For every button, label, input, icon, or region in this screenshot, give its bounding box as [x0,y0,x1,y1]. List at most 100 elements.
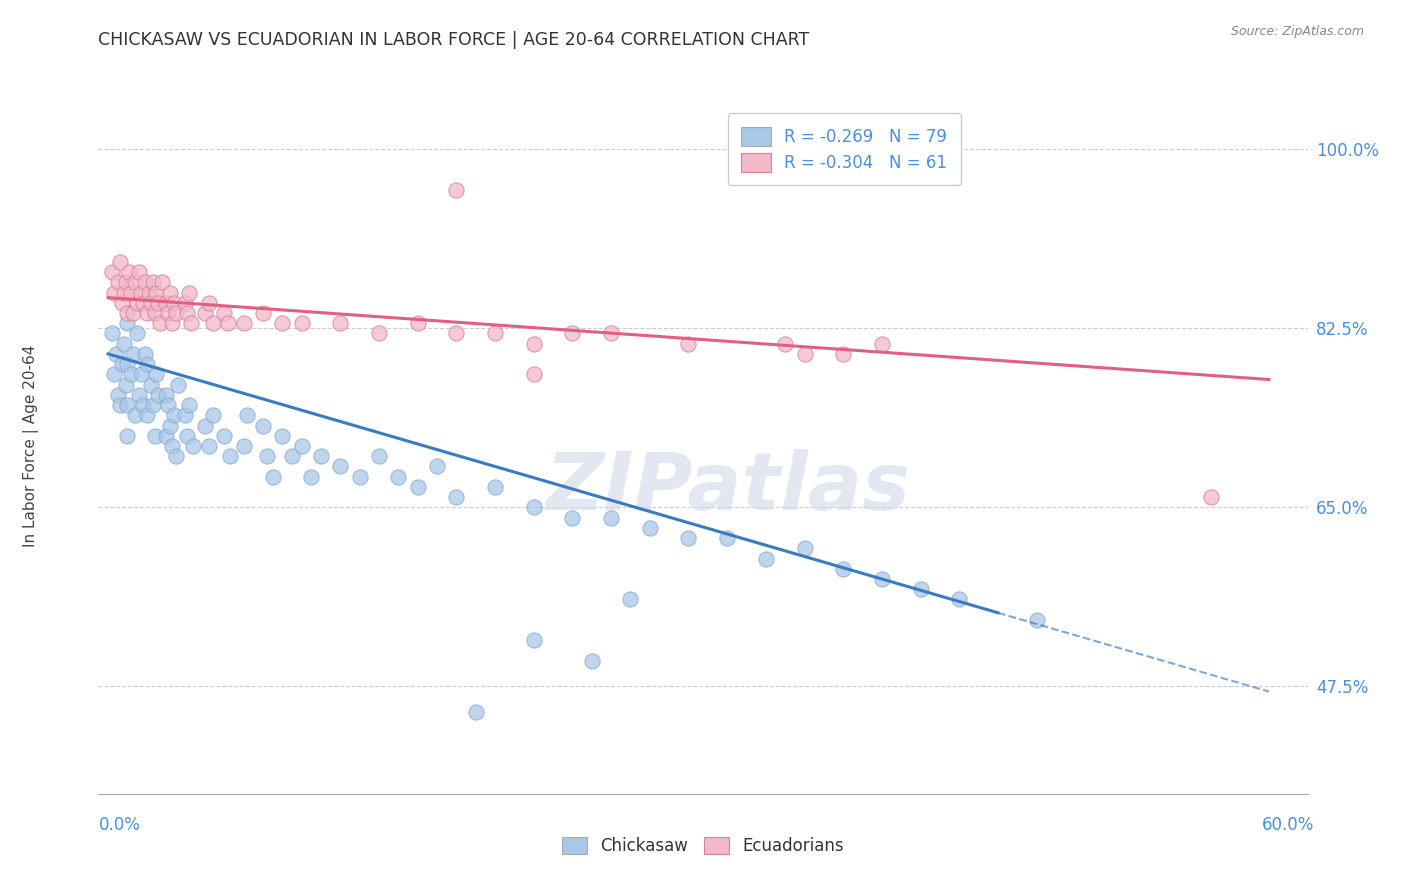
Point [201,409,224,423]
Point [484,480,506,494]
Point [122,347,145,361]
Point [117,306,139,320]
Legend: R = -0.269   N = 79, R = -0.304   N = 61: R = -0.269 N = 79, R = -0.304 N = 61 [728,113,960,186]
Point [755,551,778,566]
Point [600,510,623,524]
Point [484,326,506,341]
Text: 60.0%: 60.0% [1263,816,1315,834]
Point [523,336,546,351]
Point [122,306,145,320]
Text: Source: ZipAtlas.com: Source: ZipAtlas.com [1230,25,1364,38]
Point [114,275,136,289]
Point [139,377,162,392]
Point [464,705,486,719]
Point [212,429,235,443]
Point [132,398,155,412]
Point [163,295,186,310]
Point [145,368,167,382]
Point [117,316,139,330]
Point [145,285,167,300]
Point [129,368,152,382]
Point [910,582,932,597]
Point [148,388,170,402]
Point [716,531,738,545]
Point [561,326,583,341]
Point [120,285,142,300]
Point [290,316,312,330]
Point [581,654,603,668]
Point [236,409,259,423]
Point [426,459,449,474]
Point [212,306,235,320]
Point [252,306,274,320]
Point [160,316,183,330]
Point [165,306,187,320]
Point [387,469,409,483]
Point [870,572,893,586]
Point [174,295,197,310]
Point [108,398,131,412]
Point [176,429,198,443]
Point [135,306,157,320]
Point [174,409,197,423]
Point [329,459,352,474]
Point [281,449,304,463]
Text: ZIPatlas: ZIPatlas [544,449,910,527]
Point [111,295,134,310]
Point [793,347,815,361]
Text: In Labor Force | Age 20-64: In Labor Force | Age 20-64 [22,345,39,547]
Point [165,449,187,463]
Point [134,275,156,289]
Point [638,521,661,535]
Point [157,398,180,412]
Point [104,347,127,361]
Point [523,500,546,515]
Point [256,449,278,463]
Point [446,183,468,197]
Point [120,368,142,382]
Legend: Chickasaw, Ecuadorians: Chickasaw, Ecuadorians [555,830,851,862]
Point [678,336,700,351]
Point [600,326,623,341]
Point [1025,613,1047,627]
Point [128,265,150,279]
Point [108,255,131,269]
Point [446,490,468,504]
Point [159,418,181,433]
Point [143,306,166,320]
Point [155,295,177,310]
Point [159,285,181,300]
Point [368,326,391,341]
Point [127,326,149,341]
Point [948,592,970,607]
Point [149,316,172,330]
Point [180,316,202,330]
Point [107,275,129,289]
Point [160,439,183,453]
Point [135,409,157,423]
Point [368,449,391,463]
Point [157,306,180,320]
Point [112,285,135,300]
Point [103,285,125,300]
Point [138,285,160,300]
Point [181,439,204,453]
Point [773,336,796,351]
Point [309,449,332,463]
Point [832,347,855,361]
Point [290,439,312,453]
Point [252,418,274,433]
Point [329,316,352,330]
Point [870,336,893,351]
Point [155,388,177,402]
Point [446,326,468,341]
Point [103,368,125,382]
Point [124,409,146,423]
Point [793,541,815,556]
Point [132,295,155,310]
Point [117,357,139,371]
Point [271,316,294,330]
Point [561,510,583,524]
Point [271,429,294,443]
Point [111,357,134,371]
